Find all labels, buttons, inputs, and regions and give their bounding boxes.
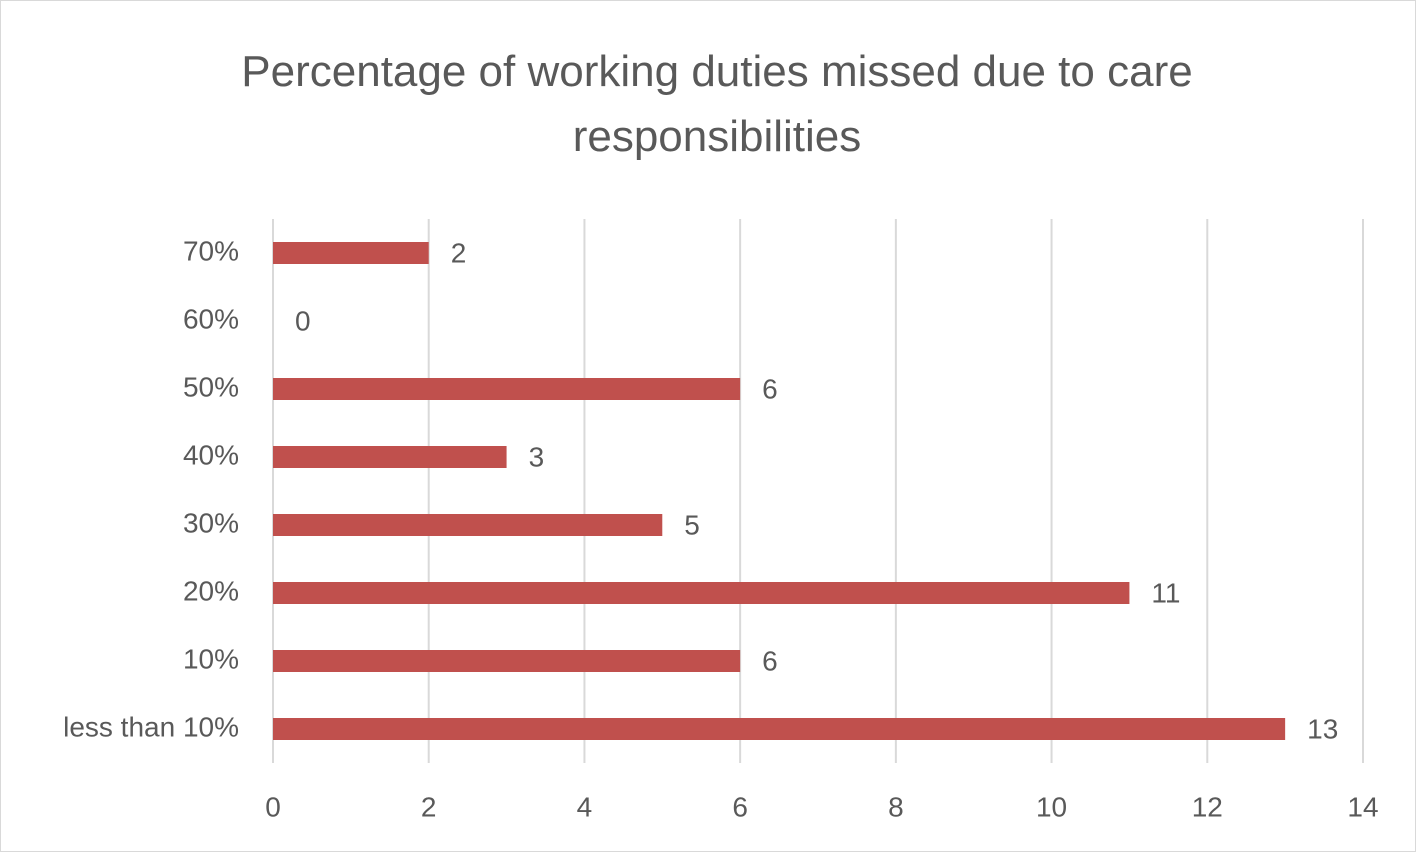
y-tick-label: 20% xyxy=(183,575,239,606)
x-tick-label: 12 xyxy=(1192,791,1223,822)
data-label: 3 xyxy=(529,441,545,472)
y-tick-label: 50% xyxy=(183,371,239,402)
bar xyxy=(273,242,429,264)
x-tick-label: 14 xyxy=(1347,791,1378,822)
bar xyxy=(273,514,663,536)
x-tick-label: 8 xyxy=(888,791,904,822)
data-label: 13 xyxy=(1307,713,1338,744)
chart-title: Percentage of working duties missed due … xyxy=(241,47,1193,161)
data-label: 2 xyxy=(451,237,467,268)
x-tick-label: 0 xyxy=(265,791,281,822)
data-label: 6 xyxy=(762,645,778,676)
bar xyxy=(273,650,741,672)
bar xyxy=(273,582,1130,604)
y-tick-label: 70% xyxy=(183,235,239,266)
x-tick-label: 6 xyxy=(732,791,748,822)
data-label: 0 xyxy=(295,305,311,336)
data-label: 6 xyxy=(762,373,778,404)
bar xyxy=(273,446,507,468)
bar xyxy=(273,718,1286,740)
x-tick-label: 10 xyxy=(1036,791,1067,822)
y-tick-label: 30% xyxy=(183,507,239,538)
data-label: 5 xyxy=(684,509,700,540)
y-tick-label: 60% xyxy=(183,303,239,334)
x-tick-label: 4 xyxy=(577,791,593,822)
data-label: 11 xyxy=(1151,577,1180,608)
y-tick-label: 40% xyxy=(183,439,239,470)
y-tick-label: 10% xyxy=(183,643,239,674)
y-tick-label: less than 10% xyxy=(63,711,239,742)
bar xyxy=(273,378,741,400)
x-tick-label: 2 xyxy=(421,791,437,822)
